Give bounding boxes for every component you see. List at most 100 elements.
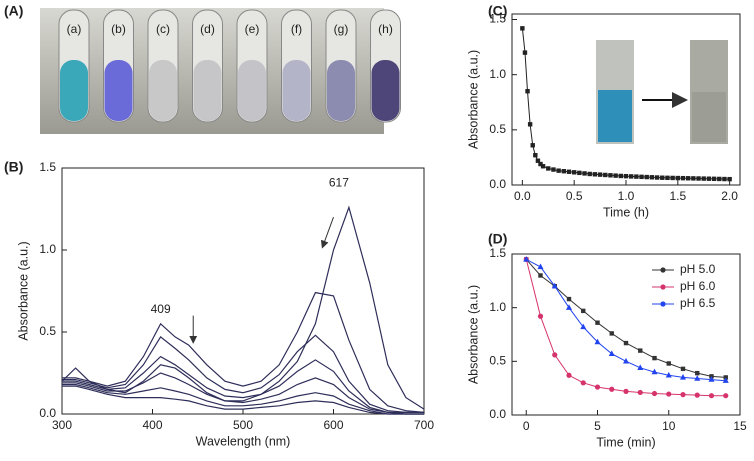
marker: [530, 143, 535, 148]
y-axis-title: Absorbance (a.u.): [16, 241, 30, 340]
marker: [666, 361, 671, 366]
marker: [608, 173, 613, 178]
marker: [587, 171, 592, 177]
marker: [675, 175, 681, 181]
y-tick-label: 0.0: [489, 177, 506, 191]
y-tick-label: 1.0: [489, 67, 506, 81]
marker: [571, 170, 577, 175]
marker: [717, 176, 722, 182]
marker: [637, 389, 643, 396]
marker: [723, 393, 729, 399]
x-axis-title: Time (h): [603, 205, 649, 219]
y-tick-label: 0.0: [39, 406, 56, 420]
marker: [577, 170, 582, 176]
arrow: [320, 217, 334, 249]
marker: [694, 375, 701, 381]
marker: [652, 355, 657, 361]
marker: [696, 176, 701, 181]
marker: [520, 26, 525, 31]
marker: [628, 174, 634, 179]
tube-liquid: [149, 60, 177, 121]
marker: [637, 364, 644, 370]
marker: [691, 176, 696, 181]
tube-label: (a): [67, 22, 82, 36]
marker: [566, 372, 572, 378]
x-axis-title: Time (min): [596, 435, 655, 449]
marker: [609, 386, 615, 392]
marker: [695, 370, 700, 376]
tube-label: (d): [200, 22, 215, 36]
legend-marker: [660, 267, 666, 273]
marker: [594, 384, 601, 390]
x-tick-label: 0: [523, 419, 530, 433]
marker: [708, 376, 715, 382]
series-line: [61, 205, 425, 410]
panel-label: (B): [4, 159, 23, 175]
plot-frame: [511, 253, 741, 416]
series-line: [62, 385, 424, 415]
marker: [708, 393, 715, 399]
marker: [533, 153, 538, 158]
marker: [654, 175, 660, 180]
y-tick-label: 0.5: [489, 122, 506, 136]
y-tick-label: 0.5: [39, 324, 56, 338]
legend-marker: [660, 301, 666, 307]
marker: [639, 174, 644, 180]
marker: [546, 166, 551, 171]
tube-label: (f): [291, 22, 302, 36]
marker: [603, 172, 608, 178]
marker: [566, 169, 572, 174]
x-tick-label: 400: [142, 418, 162, 432]
tube-liquid: [60, 60, 88, 121]
inset-liquid: [598, 90, 632, 142]
marker: [535, 158, 541, 163]
marker: [685, 176, 691, 181]
marker: [609, 331, 614, 336]
marker: [623, 388, 629, 394]
marker: [666, 391, 672, 397]
marker: [540, 164, 546, 169]
tube-liquid: [104, 60, 133, 121]
tube-label: (c): [156, 22, 170, 36]
marker: [580, 380, 586, 386]
y-tick-label: 1.5: [39, 160, 56, 174]
marker: [580, 323, 587, 330]
series-line: [62, 291, 425, 413]
marker: [651, 390, 658, 397]
tube-liquid: [327, 60, 355, 121]
plot-frame: [61, 167, 425, 415]
marker: [552, 352, 558, 358]
marker: [680, 392, 686, 398]
annotation: 617: [329, 176, 349, 190]
marker: [618, 173, 624, 179]
y-tick-label: 0.5: [489, 354, 506, 368]
marker: [592, 172, 598, 177]
marker: [566, 304, 572, 310]
legend-label: pH 6.0: [680, 279, 716, 293]
y-axis-title: Absorbance (a.u.): [466, 50, 480, 149]
legend-marker: [660, 284, 666, 290]
marker: [556, 168, 561, 173]
tube-label: (h): [378, 22, 393, 36]
tube-label: (g): [334, 22, 349, 36]
x-axis-title: Wavelength (nm): [196, 434, 291, 448]
x-tick-label: 10: [662, 419, 676, 433]
legend-label: pH 5.0: [680, 262, 716, 276]
marker: [597, 172, 603, 177]
marker: [649, 175, 655, 180]
x-tick-label: 5: [594, 419, 601, 433]
marker: [595, 320, 600, 325]
marker: [711, 176, 717, 182]
x-tick-label: 1.0: [618, 189, 635, 203]
marker: [582, 171, 587, 176]
marker: [665, 175, 670, 181]
panel-label: (A): [4, 3, 23, 19]
marker: [680, 366, 686, 372]
marker: [613, 173, 618, 178]
y-axis-title: Absorbance (a.u.): [466, 285, 480, 384]
marker: [537, 313, 544, 319]
marker: [551, 282, 558, 289]
marker: [581, 308, 586, 314]
marker: [665, 371, 672, 378]
